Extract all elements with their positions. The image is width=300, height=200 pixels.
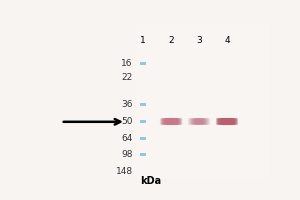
Text: 148: 148 bbox=[116, 167, 133, 176]
Text: 3: 3 bbox=[196, 36, 202, 45]
Bar bbox=[140, 62, 146, 65]
Text: 22: 22 bbox=[122, 73, 133, 82]
Text: 50: 50 bbox=[121, 117, 133, 126]
Text: 16: 16 bbox=[121, 59, 133, 68]
Text: 4: 4 bbox=[224, 36, 230, 45]
Bar bbox=[140, 137, 146, 140]
Bar bbox=[140, 120, 146, 123]
Text: kDa: kDa bbox=[140, 176, 161, 186]
Text: 64: 64 bbox=[122, 134, 133, 143]
Text: 98: 98 bbox=[121, 150, 133, 159]
Text: 36: 36 bbox=[121, 100, 133, 109]
Text: 2: 2 bbox=[168, 36, 174, 45]
Bar bbox=[140, 153, 146, 156]
Bar bbox=[135, 24, 270, 178]
Text: 1: 1 bbox=[140, 36, 146, 45]
Bar bbox=[140, 103, 146, 106]
